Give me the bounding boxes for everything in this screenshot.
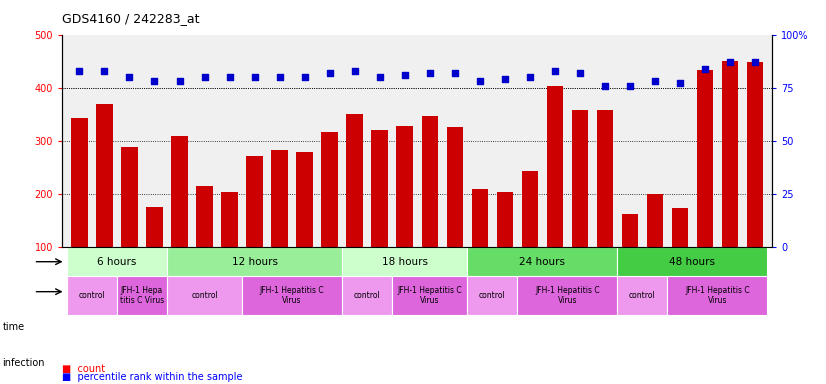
- Text: 48 hours: 48 hours: [669, 257, 715, 267]
- Point: [173, 78, 186, 84]
- Point: [398, 72, 411, 78]
- Bar: [572, 110, 588, 300]
- Bar: [722, 61, 738, 300]
- Point: [298, 74, 311, 80]
- Text: 24 hours: 24 hours: [520, 257, 565, 267]
- Point: [323, 70, 336, 76]
- Text: control: control: [479, 291, 506, 300]
- Point: [573, 70, 586, 76]
- Text: JFH-1 Hepatitis C
Virus: JFH-1 Hepatitis C Virus: [685, 286, 749, 305]
- Text: JFH-1 Hepa
titis C Virus: JFH-1 Hepa titis C Virus: [120, 286, 164, 305]
- Bar: [468, 247, 617, 276]
- Point: [724, 59, 737, 65]
- Bar: [372, 130, 387, 300]
- Bar: [667, 276, 767, 315]
- Point: [198, 74, 211, 80]
- Point: [423, 70, 436, 76]
- Bar: [647, 194, 663, 300]
- Point: [648, 78, 662, 84]
- Point: [373, 74, 387, 80]
- Text: 12 hours: 12 hours: [231, 257, 278, 267]
- Bar: [596, 110, 613, 300]
- Text: control: control: [629, 291, 656, 300]
- Bar: [71, 118, 88, 300]
- Point: [223, 74, 236, 80]
- Point: [97, 68, 111, 74]
- Text: 18 hours: 18 hours: [382, 257, 428, 267]
- Point: [123, 74, 136, 80]
- Text: time: time: [2, 322, 25, 332]
- Bar: [472, 189, 488, 300]
- Bar: [171, 136, 188, 300]
- Bar: [97, 104, 112, 300]
- Bar: [221, 192, 238, 300]
- Point: [348, 68, 361, 74]
- Bar: [696, 70, 713, 300]
- Bar: [496, 192, 513, 300]
- Text: GDS4160 / 242283_at: GDS4160 / 242283_at: [62, 12, 199, 25]
- Point: [473, 78, 487, 84]
- Bar: [342, 276, 392, 315]
- Bar: [547, 86, 563, 300]
- Bar: [617, 276, 667, 315]
- Bar: [242, 276, 342, 315]
- Point: [523, 74, 536, 80]
- Bar: [146, 207, 163, 300]
- Bar: [117, 276, 167, 315]
- Point: [748, 59, 762, 65]
- Point: [148, 78, 161, 84]
- Text: infection: infection: [2, 358, 45, 368]
- Bar: [468, 276, 517, 315]
- Point: [623, 83, 636, 89]
- Point: [598, 83, 611, 89]
- Bar: [672, 208, 688, 300]
- Point: [73, 68, 86, 74]
- Bar: [392, 276, 468, 315]
- Bar: [67, 247, 167, 276]
- Bar: [622, 214, 638, 300]
- Bar: [447, 127, 463, 300]
- Bar: [167, 276, 242, 315]
- Bar: [321, 132, 338, 300]
- Text: 6 hours: 6 hours: [97, 257, 136, 267]
- Bar: [167, 247, 342, 276]
- Bar: [342, 247, 468, 276]
- Bar: [67, 276, 117, 315]
- Bar: [421, 116, 438, 300]
- Bar: [517, 276, 617, 315]
- Point: [673, 80, 686, 86]
- Bar: [197, 186, 212, 300]
- Text: JFH-1 Hepatitis C
Virus: JFH-1 Hepatitis C Virus: [535, 286, 600, 305]
- Bar: [346, 114, 363, 300]
- Text: JFH-1 Hepatitis C
Virus: JFH-1 Hepatitis C Virus: [397, 286, 462, 305]
- Point: [548, 68, 562, 74]
- Bar: [617, 247, 767, 276]
- Bar: [396, 126, 413, 300]
- Bar: [272, 150, 287, 300]
- Point: [273, 74, 286, 80]
- Text: control: control: [191, 291, 218, 300]
- Text: ■  count: ■ count: [62, 364, 105, 374]
- Bar: [297, 152, 313, 300]
- Text: ■  percentile rank within the sample: ■ percentile rank within the sample: [62, 372, 243, 382]
- Bar: [521, 170, 538, 300]
- Bar: [747, 62, 763, 300]
- Point: [698, 66, 711, 72]
- Point: [248, 74, 261, 80]
- Text: control: control: [354, 291, 381, 300]
- Text: control: control: [78, 291, 106, 300]
- Point: [448, 70, 461, 76]
- Bar: [121, 147, 138, 300]
- Point: [498, 76, 511, 82]
- Bar: [246, 156, 263, 300]
- Text: JFH-1 Hepatitis C
Virus: JFH-1 Hepatitis C Virus: [259, 286, 325, 305]
